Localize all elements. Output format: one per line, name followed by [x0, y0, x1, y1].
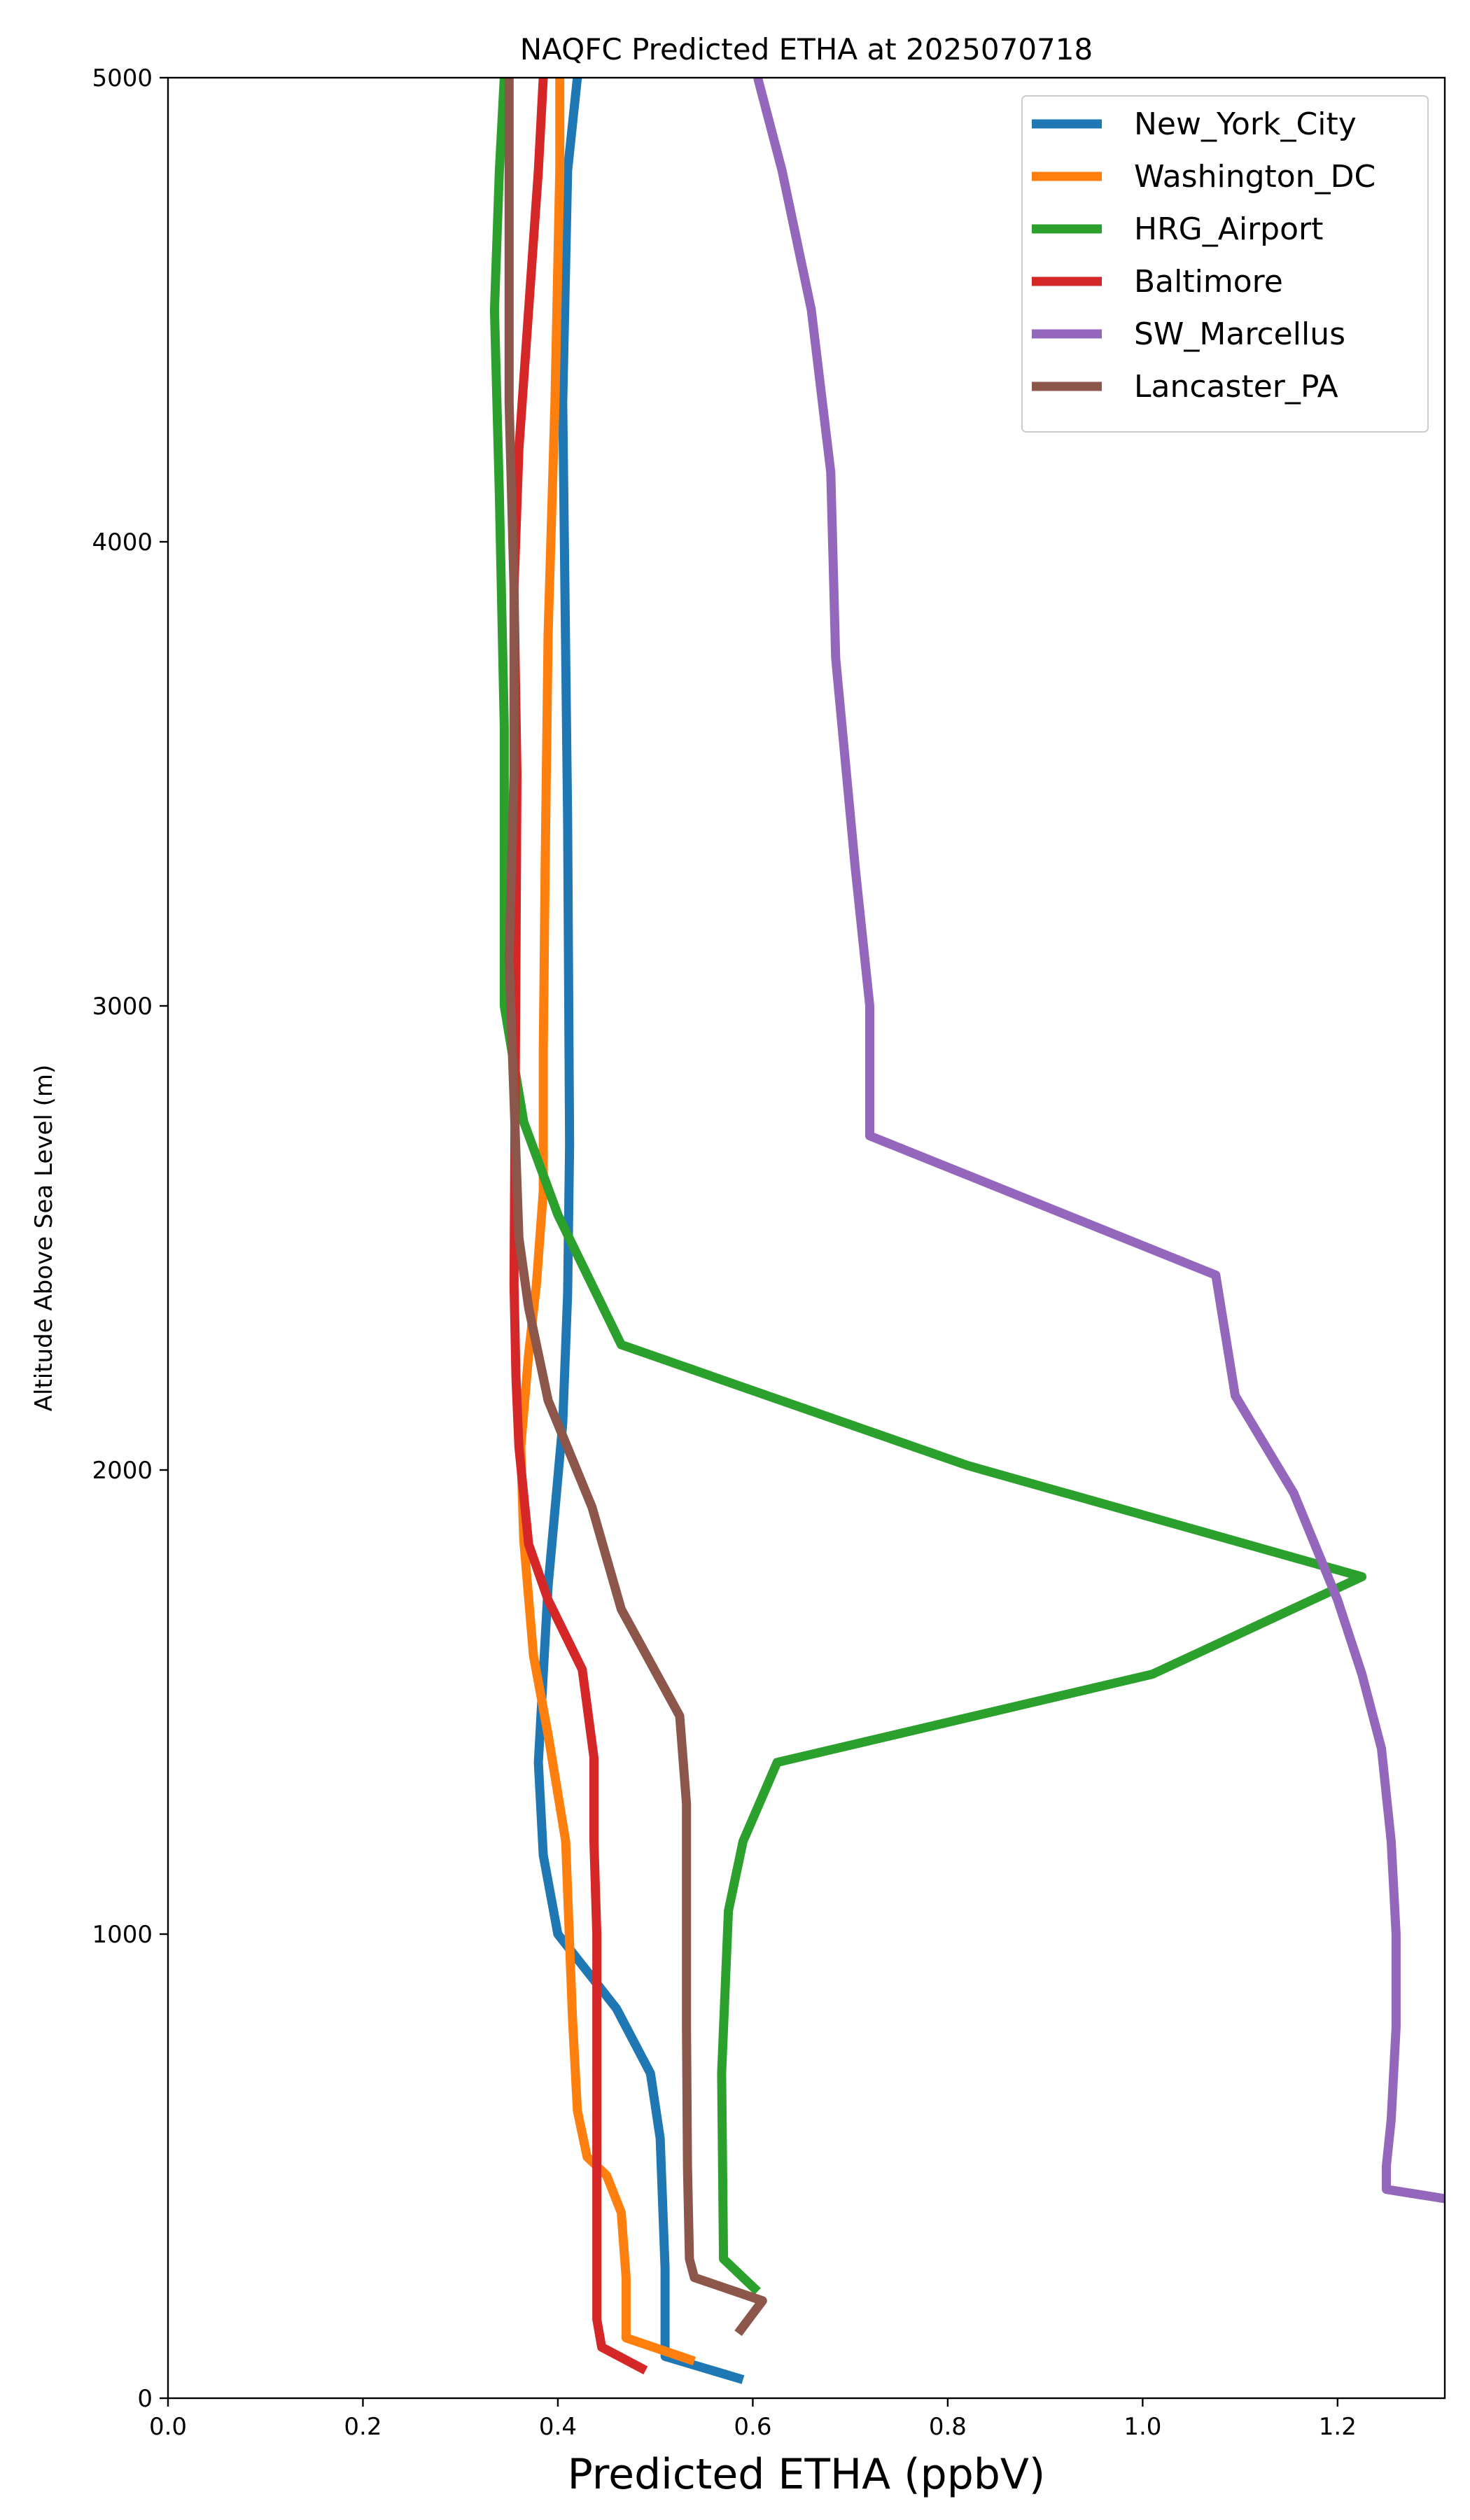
y-tick-label: 3000	[92, 993, 153, 1021]
y-tick-label: 0	[137, 2385, 153, 2413]
y-tick-label: 5000	[92, 64, 153, 92]
y-axis-label: Altitude Above Sea Level (m)	[30, 1065, 58, 1412]
x-tick-label: 1.2	[1319, 2413, 1357, 2441]
chart-title: NAQFC Predicted ETHA at 2025070718	[520, 32, 1093, 66]
series-line-sw-marcellus	[753, 78, 1445, 2204]
x-tick-label: 0.0	[149, 2413, 187, 2441]
legend-box	[1021, 95, 1429, 433]
y-tick-label: 4000	[92, 528, 153, 556]
y-axis-ticks: 0 1000 2000 3000 4000 5000	[92, 64, 168, 2413]
x-tick-label: 0.6	[734, 2413, 771, 2441]
axes-frame	[167, 76, 1446, 2400]
plot-area: 0.0 0.2 0.4 0.6 0.8 1.0 1.2 0 1000 2000 3000 4000 5…	[92, 64, 1446, 2441]
legend: New_York_City Washington_DC HRG_Airport Bal…	[1021, 95, 1429, 433]
x-tick-label: 1.0	[1124, 2413, 1161, 2441]
series-layer	[489, 78, 1445, 2384]
legend-label: SW_Marcellus	[1134, 316, 1345, 352]
x-axis-label: Predicted ETHA (ppbV)	[568, 2450, 1046, 2499]
legend-label: Lancaster_PA	[1134, 369, 1338, 405]
legend-label: New_York_City	[1134, 106, 1357, 142]
y-tick-label: 2000	[92, 1457, 153, 1485]
x-tick-label: 0.4	[539, 2413, 577, 2441]
x-tick-label: 0.2	[344, 2413, 382, 2441]
legend-label: Washington_DC	[1134, 159, 1376, 195]
series-line-new-york-city	[533, 78, 745, 2384]
legend-label: HRG_Airport	[1134, 211, 1323, 247]
series-line-hrg-airport	[489, 78, 1367, 2295]
legend-label: Baltimore	[1134, 264, 1283, 300]
series-line-lancaster-pa	[504, 78, 767, 2337]
x-axis-ticks: 0.0 0.2 0.4 0.6 0.8 1.0 1.2	[149, 2398, 1357, 2441]
y-tick-label: 1000	[92, 1921, 153, 1949]
series-line-washington-dc	[516, 78, 696, 2366]
x-tick-label: 0.8	[929, 2413, 967, 2441]
